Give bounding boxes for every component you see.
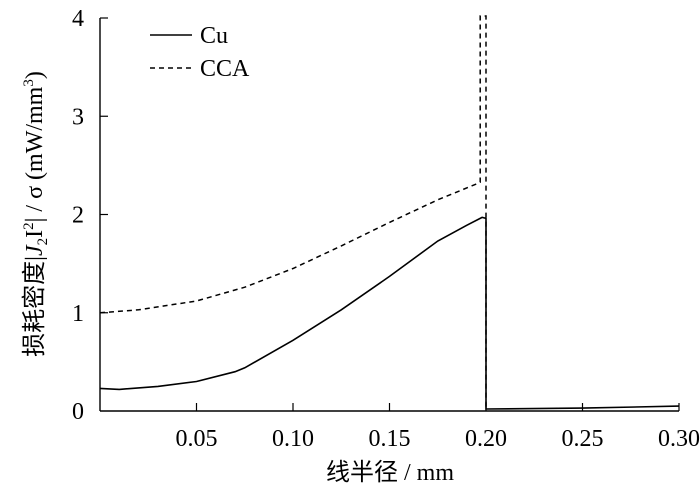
y-axis-title-close: ) xyxy=(22,71,48,79)
series-line-cca xyxy=(99,15,487,409)
y-axis-title-j: J xyxy=(22,244,48,256)
series-layer xyxy=(99,15,680,410)
y-tick-label: 2 xyxy=(72,203,84,229)
y-tick-label: 3 xyxy=(72,104,84,130)
y-tick-label: 1 xyxy=(72,301,84,327)
x-tick-label: 0.20 xyxy=(465,426,507,452)
x-tick-label: 0.10 xyxy=(272,426,314,452)
x-tick-label: 0.25 xyxy=(562,426,604,452)
x-tick-label: 0.15 xyxy=(369,426,411,452)
x-axis-title: 线半径 / mm xyxy=(326,459,454,486)
y-axis-title-i: I xyxy=(22,230,48,238)
y-axis-title-suffix: | / σ (mW/mm xyxy=(22,86,48,222)
axis-ticks: 0.05 0.10 0.15 0.20 0.25 0.30 0 1 2 3 4 xyxy=(72,6,700,452)
y-axis-title-i-sup: 2 xyxy=(21,222,37,230)
y-axis-title-unit-sup: 3 xyxy=(21,79,37,87)
legend-label-cca: CCA xyxy=(200,56,250,82)
y-axis-title-j-sub: 2 xyxy=(35,238,51,246)
legend: Cu CCA xyxy=(150,23,250,82)
plot-frame xyxy=(99,18,679,412)
x-tick-label: 0.30 xyxy=(658,426,700,452)
y-tick-label: 4 xyxy=(72,6,84,32)
x-tick-label: 0.05 xyxy=(176,426,218,452)
series-line-cu xyxy=(99,216,680,410)
y-axis-title-prefix: 损耗密度| xyxy=(21,256,48,357)
y-axis-title: 损耗密度|J2I2| / σ (mW/mm3) xyxy=(21,71,51,357)
legend-label-cu: Cu xyxy=(200,23,228,49)
y-tick-label: 0 xyxy=(72,399,84,425)
